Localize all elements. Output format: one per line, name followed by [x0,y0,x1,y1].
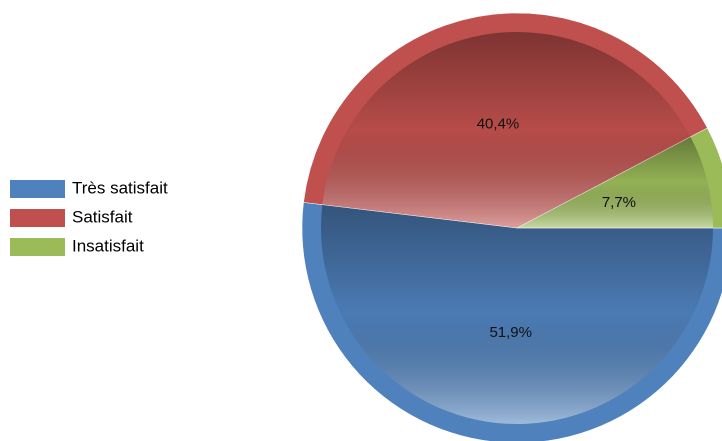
legend-swatch [10,238,65,256]
slice-shade [517,136,713,228]
slice-shade [320,204,713,425]
legend-label: Très satisfait [72,178,168,197]
data-label: 7,7% [602,194,636,211]
slice-shade [322,32,691,229]
legend-label: Insatisfait [72,236,144,255]
legend-label: Satisfait [72,207,133,226]
legend-swatch [10,209,65,227]
data-label: 51,9% [489,324,532,341]
data-label: 40,4% [477,116,520,133]
legend-swatch [10,180,65,198]
